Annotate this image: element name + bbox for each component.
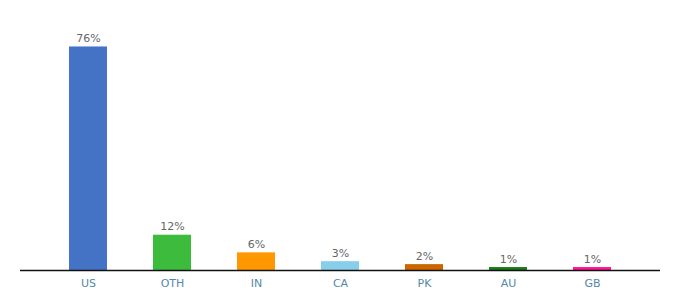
- svg-text:6%: 6%: [248, 238, 265, 251]
- svg-text:PK: PK: [418, 277, 433, 290]
- svg-text:US: US: [81, 277, 96, 290]
- svg-text:GB: GB: [584, 277, 600, 290]
- svg-text:76%: 76%: [76, 32, 100, 45]
- svg-text:CA: CA: [333, 277, 349, 290]
- svg-text:IN: IN: [251, 277, 262, 290]
- svg-text:1%: 1%: [584, 253, 601, 266]
- svg-text:AU: AU: [501, 277, 517, 290]
- svg-text:1%: 1%: [500, 253, 517, 266]
- svg-text:OTH: OTH: [161, 277, 185, 290]
- svg-text:2%: 2%: [416, 250, 433, 263]
- svg-text:3%: 3%: [332, 247, 349, 260]
- svg-text:12%: 12%: [160, 220, 184, 233]
